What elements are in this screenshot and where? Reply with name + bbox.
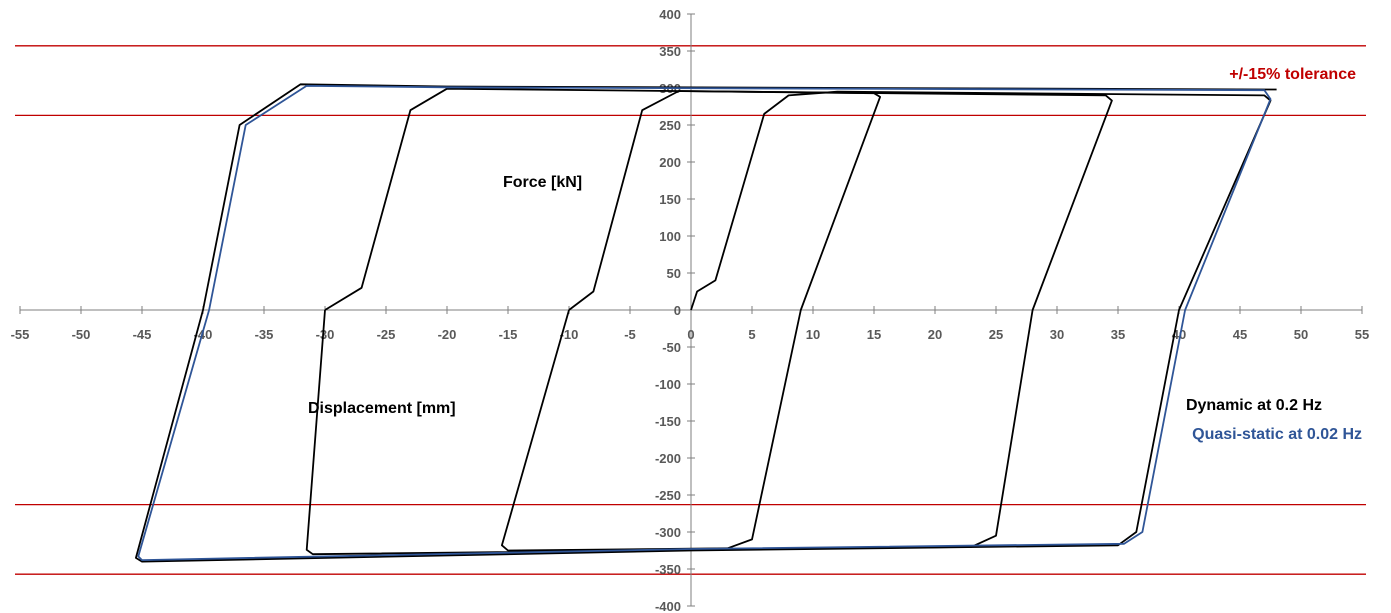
series-line-0 [135, 83, 1277, 563]
y-tick-label: 350 [659, 44, 681, 59]
y-tick-label: -350 [655, 562, 681, 577]
series-line-1 [501, 90, 881, 552]
tolerance-label: +/-15% tolerance [1229, 66, 1356, 83]
legend-quasi-static: Quasi-static at 0.02 Hz [1192, 426, 1362, 443]
x-tick-label: 5 [748, 327, 755, 342]
y-tick-label: 200 [659, 155, 681, 170]
y-tick-label: -300 [655, 525, 681, 540]
y-tick-label: 100 [659, 229, 681, 244]
x-tick-label: 0 [687, 327, 694, 342]
x-axis-title: Displacement [mm] [308, 400, 456, 417]
x-tick-label: -25 [377, 327, 396, 342]
y-tick-label: 250 [659, 118, 681, 133]
x-tick-label: 50 [1294, 327, 1308, 342]
y-tick-label: -400 [655, 599, 681, 613]
x-tick-label: -30 [316, 327, 335, 342]
x-tick-label: 45 [1233, 327, 1247, 342]
x-tick-label: 25 [989, 327, 1003, 342]
series-line-2 [305, 87, 1113, 556]
legend-dynamic: Dynamic at 0.2 Hz [1186, 397, 1322, 414]
x-tick-label: -15 [499, 327, 518, 342]
x-tick-label: -20 [438, 327, 457, 342]
y-axis-title: Force [kN] [503, 174, 582, 191]
y-tick-label: -200 [655, 451, 681, 466]
y-tick-label: 0 [674, 303, 681, 318]
y-tick-label: -100 [655, 377, 681, 392]
x-tick-label: 10 [806, 327, 820, 342]
series-group [135, 83, 1277, 563]
x-tick-label: -55 [11, 327, 30, 342]
y-tick-label: -50 [662, 340, 681, 355]
x-tick-label: 20 [928, 327, 942, 342]
x-axis-ticks: -55 -50 -45 -40 -35 -30 -25 -20 -15 -10 -5 0 5 10 15 20… [11, 306, 1369, 342]
x-tick-label: -5 [624, 327, 636, 342]
x-tick-label: 15 [867, 327, 881, 342]
x-tick-label: 35 [1111, 327, 1125, 342]
y-tick-label: -150 [655, 414, 681, 429]
series-line-3 [137, 84, 1272, 561]
x-tick-label: -35 [255, 327, 274, 342]
y-tick-label: -250 [655, 488, 681, 503]
y-tick-label: 50 [667, 266, 681, 281]
x-tick-label: -45 [133, 327, 152, 342]
y-tick-label: 150 [659, 192, 681, 207]
x-tick-label: 55 [1355, 327, 1369, 342]
x-tick-label: -10 [560, 327, 579, 342]
x-tick-label: -50 [72, 327, 91, 342]
y-tick-label: 400 [659, 7, 681, 22]
x-tick-label: 30 [1050, 327, 1064, 342]
